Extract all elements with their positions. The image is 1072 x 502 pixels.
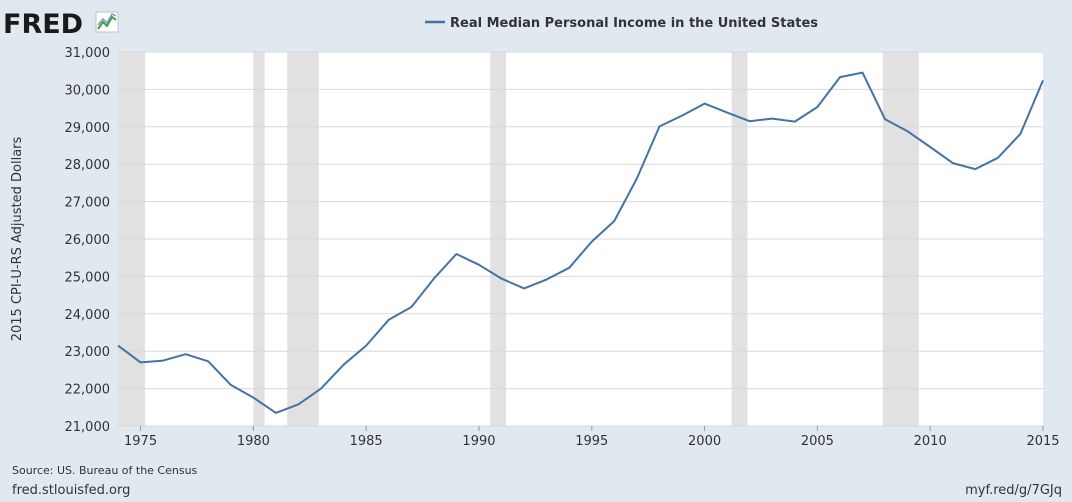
legend-label: Real Median Personal Income in the Unite… bbox=[450, 16, 818, 31]
x-tick-label: 2000 bbox=[688, 434, 721, 449]
x-tick-label: 1990 bbox=[462, 434, 495, 449]
x-tick-label: 2010 bbox=[914, 434, 947, 449]
series-layer bbox=[117, 71, 1044, 414]
fred-logo-text: FRED bbox=[3, 9, 83, 40]
y-tick-label: 29,000 bbox=[65, 121, 111, 136]
fred-logo-graph-icon bbox=[95, 11, 119, 33]
y-tick-label: 22,000 bbox=[65, 383, 111, 398]
x-tick-label: 2015 bbox=[1026, 434, 1059, 449]
y-tick-label: 28,000 bbox=[65, 158, 111, 173]
y-tick-label: 24,000 bbox=[65, 308, 111, 323]
y-tick-label: 26,000 bbox=[65, 233, 111, 248]
y-tick-label: 23,000 bbox=[65, 345, 111, 360]
y-tick-label: 21,000 bbox=[65, 420, 111, 435]
y-axis-label: 2015 CPI-U-RS Adjusted Dollars bbox=[10, 136, 25, 341]
y-tick-label: 31,000 bbox=[65, 46, 111, 61]
site-link[interactable]: fred.stlouisfed.org bbox=[12, 483, 131, 498]
short-url-link[interactable]: myf.red/g/7GJq bbox=[965, 483, 1062, 498]
x-tick-label: 1985 bbox=[350, 434, 383, 449]
series-line bbox=[117, 71, 1044, 414]
x-tick-label: 1980 bbox=[237, 434, 270, 449]
fred-logo[interactable]: FRED bbox=[3, 9, 119, 40]
y-axis-ticks: 21,000 22,000 23,000 24,000 25,000 26,000 27,0… bbox=[65, 46, 111, 435]
legend: Real Median Personal Income in the Unite… bbox=[425, 16, 818, 31]
source-note: Source: US. Bureau of the Census bbox=[12, 464, 198, 477]
x-tick-label: 1975 bbox=[124, 434, 157, 449]
x-tick-label: 2005 bbox=[801, 434, 834, 449]
gridlines bbox=[118, 51, 1043, 427]
y-tick-label: 27,000 bbox=[65, 196, 111, 211]
x-tick-label: 1995 bbox=[575, 434, 608, 449]
y-tick-label: 25,000 bbox=[65, 270, 111, 285]
x-axis-ticks: 1975 1980 1985 1990 1995 2000 2005 2010 2015 bbox=[124, 426, 1060, 449]
y-tick-label: 30,000 bbox=[65, 83, 111, 98]
